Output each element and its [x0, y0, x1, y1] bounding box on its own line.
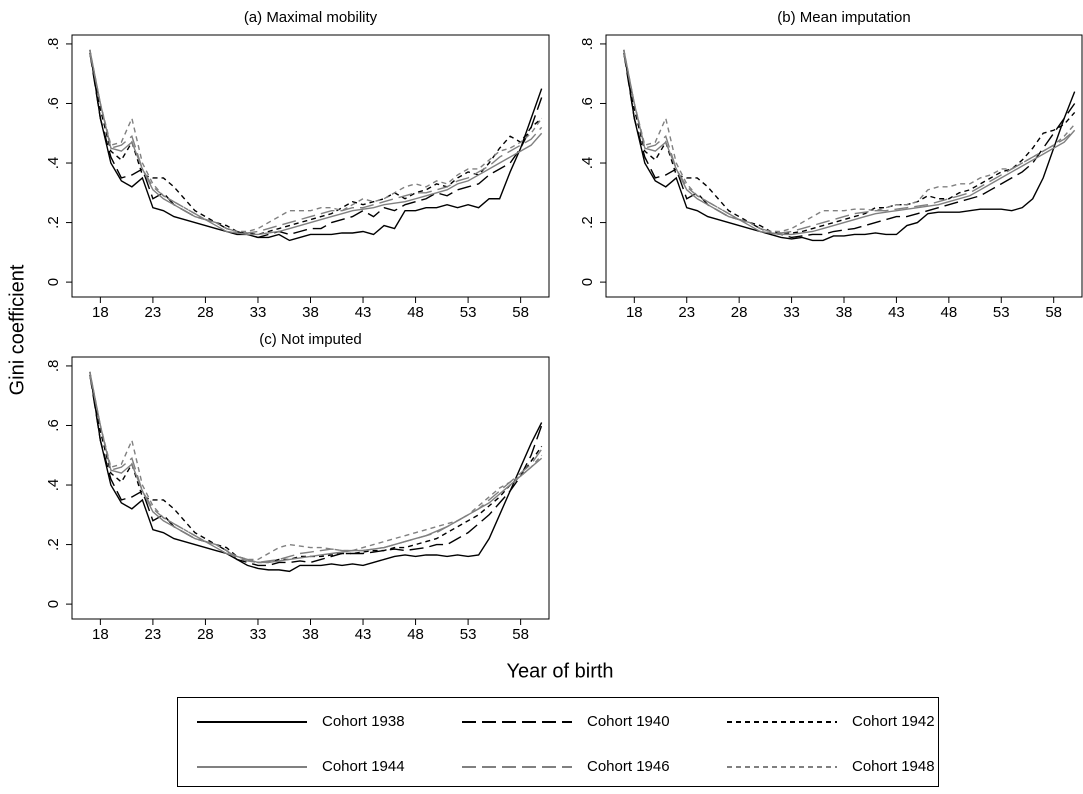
x-tick-label: 38 [836, 304, 853, 321]
x-tick-label: 23 [145, 304, 162, 321]
x-tick-label: 43 [355, 304, 372, 321]
series-line [89, 52, 543, 239]
x-tick-label: 33 [250, 626, 267, 643]
series-line [89, 374, 543, 564]
legend-label: Cohort 1942 [852, 713, 935, 730]
x-tick-label: 28 [197, 626, 214, 643]
y-tick-label: .4 [579, 157, 596, 170]
panel-title: (a) Maximal mobility [244, 9, 378, 26]
x-tick-label: 28 [197, 304, 214, 321]
series-line [623, 49, 1076, 236]
x-tick-label: 33 [250, 304, 267, 321]
x-tick-label: 28 [731, 304, 748, 321]
x-tick-label: 58 [1045, 304, 1062, 321]
x-tick-label: 18 [92, 304, 109, 321]
y-tick-label: .2 [45, 216, 62, 229]
x-tick-label: 43 [355, 626, 372, 643]
x-tick-label: 18 [92, 626, 109, 643]
x-tick-label: 48 [941, 304, 958, 321]
panel-title: (c) Not imputed [259, 331, 362, 348]
series-line [89, 371, 543, 564]
series-line [89, 371, 543, 573]
x-axis-title: Year of birth [506, 660, 613, 682]
legend-label: Cohort 1948 [852, 758, 935, 775]
series-line [89, 49, 543, 236]
series-line [89, 374, 543, 567]
y-tick-label: .2 [45, 538, 62, 551]
legend-box [177, 697, 939, 787]
x-tick-label: 23 [145, 626, 162, 643]
y-tick-label: .2 [579, 216, 596, 229]
x-tick-label: 38 [302, 626, 319, 643]
x-tick-label: 38 [302, 304, 319, 321]
series-line [623, 52, 1076, 234]
panel-title: (b) Mean imputation [777, 9, 910, 26]
legend-label: Cohort 1938 [322, 713, 405, 730]
x-tick-label: 53 [993, 304, 1010, 321]
y-tick-label: .4 [45, 157, 62, 170]
legend-label: Cohort 1940 [587, 713, 670, 730]
y-tick-label: .6 [45, 97, 62, 110]
legend-label: Cohort 1946 [587, 758, 670, 775]
y-tick-label: .8 [45, 360, 62, 373]
x-tick-label: 58 [512, 304, 529, 321]
x-tick-label: 48 [407, 304, 424, 321]
x-tick-label: 23 [678, 304, 695, 321]
y-tick-label: .6 [579, 97, 596, 110]
series-line [89, 52, 543, 234]
series-line [623, 52, 1076, 234]
series-line [89, 49, 543, 242]
series-line [89, 371, 543, 561]
series-line [623, 52, 1076, 239]
y-tick-label: .6 [45, 419, 62, 432]
y-tick-label: .8 [45, 38, 62, 51]
y-tick-label: .4 [45, 479, 62, 492]
x-tick-label: 43 [888, 304, 905, 321]
y-tick-label: 0 [45, 278, 62, 286]
legend-label: Cohort 1944 [322, 758, 405, 775]
series-line [623, 49, 1076, 233]
y-tick-label: 0 [45, 600, 62, 608]
series-line [89, 374, 543, 564]
series-line [89, 52, 543, 236]
x-tick-label: 33 [783, 304, 800, 321]
x-tick-label: 53 [460, 626, 477, 643]
x-tick-label: 53 [460, 304, 477, 321]
x-tick-label: 18 [626, 304, 643, 321]
series-line [623, 49, 1076, 242]
y-tick-label: 0 [579, 278, 596, 286]
y-axis-title: Gini coefficient [6, 264, 28, 395]
x-tick-label: 58 [512, 626, 529, 643]
y-tick-label: .8 [579, 38, 596, 51]
x-tick-label: 48 [407, 626, 424, 643]
series-line [89, 49, 543, 233]
